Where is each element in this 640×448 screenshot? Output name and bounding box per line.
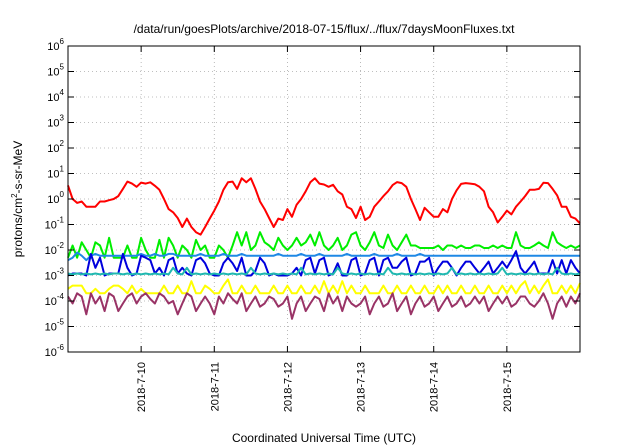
y-tick-base: 10	[47, 41, 59, 53]
y-tick-base: 10	[47, 92, 59, 104]
series-line-7	[67, 292, 581, 320]
y-tick-label: 100	[47, 190, 64, 206]
x-tick-label: 2018-7-11	[209, 362, 221, 411]
y-tick-label: 10-4	[45, 292, 65, 308]
y-tick-label: 103	[47, 114, 64, 130]
series-line-3	[67, 251, 580, 262]
x-tick-label: 2018-7-12	[282, 362, 294, 412]
series-line-6	[67, 278, 581, 295]
y-tick-base: 10	[45, 296, 57, 308]
x-tick-label: 2018-7-14	[429, 362, 441, 412]
y-axis-label: protons/cm2-s-sr-MeV	[10, 141, 25, 257]
y-tick-exp: -4	[57, 292, 65, 301]
y-tick-exp: -2	[57, 241, 65, 250]
y-tick-exp: 1	[60, 165, 65, 174]
x-tick-label: 2018-7-13	[356, 362, 368, 412]
x-axis-label: Coordinated Universal Time (UTC)	[232, 431, 416, 445]
y-tick-label: 104	[47, 88, 64, 104]
y-tick-label: 106	[47, 37, 64, 53]
y-tick-label: 10-5	[45, 318, 65, 334]
x-axis: 2018-7-10 2018-7-11 2018-7-12 2018-7-13 2018…	[136, 46, 514, 412]
y-axis-label-main: protons/cm	[11, 198, 25, 257]
y-tick-base: 10	[45, 322, 57, 334]
y-tick-label: 10-2	[45, 241, 65, 257]
x-tick-label: 2018-7-10	[136, 362, 148, 412]
y-tick-base: 10	[47, 143, 59, 155]
y-tick-base: 10	[45, 220, 57, 232]
series-layer	[67, 177, 581, 320]
series-line-5	[67, 266, 581, 276]
y-tick-label: 10-1	[45, 216, 65, 232]
y-tick-exp: -5	[57, 318, 65, 327]
y-tick-exp: 5	[60, 63, 65, 72]
y-tick-exp: 4	[60, 88, 65, 97]
y-tick-base: 10	[47, 169, 59, 181]
y-tick-exp: 0	[60, 190, 65, 199]
y-tick-label: 10-6	[45, 343, 65, 359]
y-tick-exp: -6	[57, 343, 65, 352]
y-tick-exp: 6	[60, 37, 65, 46]
y-tick-label: 101	[47, 165, 64, 181]
y-tick-base: 10	[47, 118, 59, 130]
y-tick-base: 10	[45, 271, 57, 283]
y-tick-base: 10	[47, 194, 59, 206]
y-tick-label: 105	[47, 63, 64, 79]
grid	[68, 46, 580, 352]
y-tick-exp: -3	[57, 267, 65, 276]
y-axis-label-sup: 2	[10, 193, 19, 198]
series-line-4	[67, 250, 581, 277]
y-tick-exp: 2	[60, 139, 65, 148]
series-line-1	[67, 177, 581, 236]
y-tick-base: 10	[47, 67, 59, 79]
x-tick-label: 2018-7-15	[502, 362, 514, 412]
y-tick-exp: 3	[60, 114, 65, 123]
y-axis-label-rest: -s-sr-MeV	[11, 141, 25, 194]
y-tick-base: 10	[45, 347, 57, 359]
series-line-2	[67, 231, 581, 259]
y-tick-label: 10-3	[45, 267, 65, 283]
chart-title: /data/run/goesPlots/archive/2018-07-15/f…	[134, 22, 516, 36]
y-tick-label: 102	[47, 139, 64, 155]
y-axis: 10-610-510-410-310-210-11001011021031041…	[45, 37, 580, 359]
y-tick-base: 10	[45, 245, 57, 257]
y-tick-exp: -1	[57, 216, 65, 225]
